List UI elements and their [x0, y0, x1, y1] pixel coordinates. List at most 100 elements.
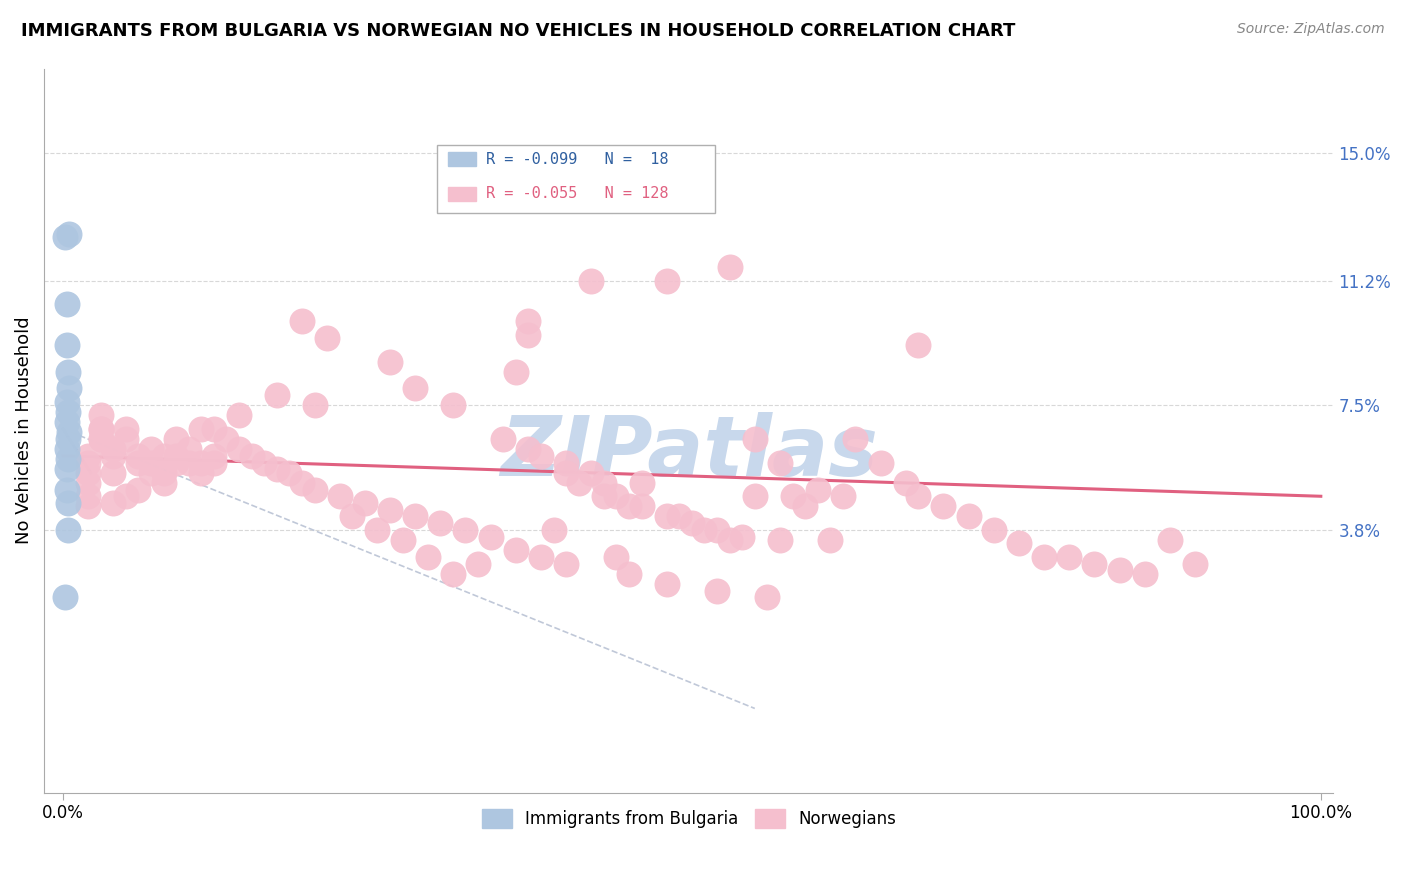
Point: [782, 489, 804, 503]
Point: [630, 475, 652, 490]
Point: [844, 432, 866, 446]
Point: [820, 533, 842, 547]
Point: [304, 398, 326, 412]
Point: [127, 483, 149, 497]
Bar: [447, 186, 477, 201]
Point: [165, 432, 187, 446]
Point: [454, 523, 477, 537]
Point: [228, 442, 250, 456]
Point: [492, 432, 515, 446]
Point: [555, 466, 578, 480]
Point: [215, 432, 238, 446]
Point: [693, 523, 716, 537]
Point: [55, 297, 77, 311]
Legend: Immigrants from Bulgaria, Norwegians: Immigrants from Bulgaria, Norwegians: [475, 803, 903, 835]
Point: [58, 425, 80, 440]
Point: [266, 388, 288, 402]
Point: [103, 466, 125, 480]
Point: [56, 496, 79, 510]
Point: [568, 475, 591, 490]
Point: [177, 456, 200, 470]
Point: [718, 533, 741, 547]
Point: [90, 422, 112, 436]
Point: [894, 475, 917, 490]
Text: ZIPatlas: ZIPatlas: [499, 412, 877, 492]
Point: [77, 475, 100, 490]
Point: [202, 456, 225, 470]
Point: [139, 456, 162, 470]
Point: [581, 466, 603, 480]
Point: [404, 382, 426, 396]
Point: [429, 516, 451, 531]
Point: [127, 449, 149, 463]
Point: [291, 475, 314, 490]
Point: [90, 422, 112, 436]
Point: [115, 432, 138, 446]
Point: [681, 516, 703, 531]
Point: [278, 466, 301, 480]
Point: [228, 409, 250, 423]
Point: [366, 523, 388, 537]
Point: [731, 530, 754, 544]
Point: [655, 509, 678, 524]
Point: [505, 365, 527, 379]
Point: [655, 274, 678, 288]
Point: [56, 405, 79, 419]
Point: [202, 449, 225, 463]
Point: [56, 452, 79, 467]
Point: [756, 591, 779, 605]
Point: [581, 274, 603, 288]
Point: [77, 466, 100, 480]
Point: [643, 153, 665, 167]
Point: [543, 523, 565, 537]
Point: [718, 260, 741, 275]
Text: IMMIGRANTS FROM BULGARIA VS NORWEGIAN NO VEHICLES IN HOUSEHOLD CORRELATION CHART: IMMIGRANTS FROM BULGARIA VS NORWEGIAN NO…: [21, 22, 1015, 40]
Point: [152, 466, 174, 480]
Point: [744, 432, 766, 446]
Point: [190, 456, 212, 470]
Point: [56, 523, 79, 537]
Point: [391, 533, 413, 547]
Y-axis label: No Vehicles in Household: No Vehicles in Household: [15, 317, 32, 544]
Point: [202, 422, 225, 436]
Point: [240, 449, 263, 463]
Point: [55, 591, 77, 605]
Point: [165, 456, 187, 470]
Point: [467, 557, 489, 571]
Point: [253, 456, 276, 470]
Point: [932, 500, 955, 514]
Point: [769, 533, 792, 547]
Point: [55, 337, 77, 351]
Bar: [447, 152, 477, 166]
Point: [744, 489, 766, 503]
Point: [1008, 536, 1031, 550]
Point: [90, 432, 112, 446]
Point: [152, 475, 174, 490]
Point: [56, 432, 79, 446]
Point: [530, 549, 553, 564]
Point: [416, 549, 439, 564]
Point: [655, 577, 678, 591]
Point: [127, 456, 149, 470]
Point: [605, 489, 627, 503]
Point: [617, 500, 640, 514]
Point: [1083, 557, 1105, 571]
Point: [869, 456, 891, 470]
Point: [555, 557, 578, 571]
Point: [55, 230, 77, 244]
FancyBboxPatch shape: [437, 145, 714, 213]
Point: [592, 489, 614, 503]
Text: R = -0.055   N = 128: R = -0.055 N = 128: [486, 186, 669, 202]
Point: [103, 496, 125, 510]
Point: [115, 489, 138, 503]
Point: [907, 337, 929, 351]
Point: [1133, 566, 1156, 581]
Point: [555, 456, 578, 470]
Point: [77, 489, 100, 503]
Point: [190, 422, 212, 436]
Point: [769, 456, 792, 470]
Point: [58, 227, 80, 241]
Point: [706, 583, 728, 598]
Point: [304, 483, 326, 497]
Point: [316, 331, 339, 345]
